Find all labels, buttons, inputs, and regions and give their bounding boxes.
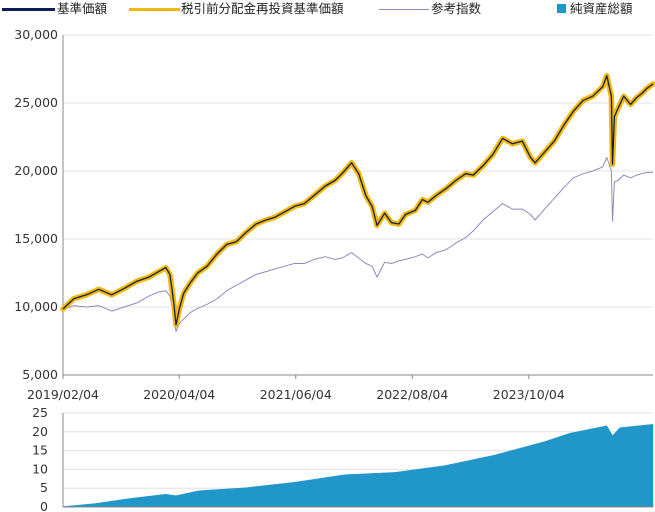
y-tick-label: 5 [40,480,48,495]
y-tick-label: 10,000 [14,299,58,314]
legend-swatch-assets [557,4,566,13]
y-tick-label: 10 [32,461,48,476]
reinvested-nav-line [60,73,655,328]
legend-label-reinvest: 税引前分配金再投資基準価額 [181,1,344,16]
x-tick-label: 2021/06/04 [260,387,332,402]
y-tick-label: 25 [32,405,48,420]
price-chart-panel: 5,000 10,000 15,000 20,000 25,000 30,000 2019/… [14,27,655,402]
reference-index-line [62,156,653,332]
x-tick-label: 2023/10/04 [493,387,565,402]
legend-swatch-nav [2,8,55,11]
x-tick-label: 2020/04/04 [143,387,215,402]
legend-label-assets: 純資産総額 [570,1,633,16]
x-tick-label: 2022/08/04 [376,387,448,402]
y-tick-label: 5,000 [22,367,58,382]
nav-line [62,75,654,326]
y-tick-label: 0 [40,499,48,512]
y-tick-label: 30,000 [14,27,58,42]
net-assets-area [62,424,654,508]
x-tick-label: 2019/02/04 [27,387,99,402]
legend-swatch-reinvest [129,8,180,11]
y-tick-label: 20,000 [14,163,58,178]
y-tick-label: 25,000 [14,95,58,110]
y-tick-label: 20 [32,424,48,439]
legend-swatch-ref [379,9,429,10]
assets-chart-panel: 0 5 10 15 20 25 [32,405,654,512]
y-tick-label: 15 [32,443,48,458]
legend-label-nav: 基準価額 [57,1,108,16]
legend-label-ref: 参考指数 [431,1,482,16]
y-tick-label: 15,000 [14,231,58,246]
chart-legend: 基準価額 税引前分配金再投資基準価額 参考指数 純資産総額 [0,0,655,22]
